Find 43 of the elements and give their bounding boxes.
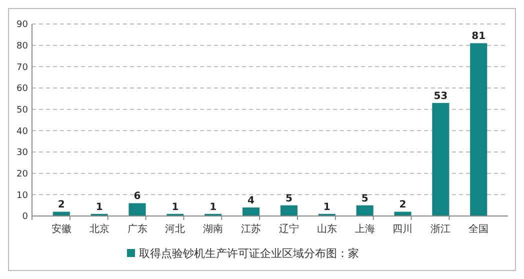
x-tick-label: 浙江 (430, 223, 451, 235)
data-label: 2 (58, 200, 65, 211)
data-label: 1 (323, 202, 330, 213)
data-label: 1 (172, 202, 179, 213)
data-label: 1 (96, 202, 103, 213)
data-label: 53 (434, 90, 448, 102)
x-tick-label: 湖南 (203, 223, 224, 235)
data-label: 5 (361, 193, 368, 204)
x-tick-label: 辽宁 (278, 223, 299, 235)
x-tick-label: 山东 (316, 223, 337, 235)
bar (242, 207, 260, 216)
y-tick-label: 20 (16, 169, 28, 180)
data-label: 4 (248, 195, 255, 206)
bar (432, 102, 450, 216)
bar (128, 203, 146, 216)
x-tick-label: 江苏 (241, 223, 262, 235)
y-tick-label: 0 (22, 212, 28, 222)
y-tick-label: 90 (16, 20, 28, 30)
y-tick-label: 30 (16, 148, 28, 158)
bar (280, 205, 298, 216)
x-tick-label: 全国 (468, 223, 489, 235)
x-tick-label: 北京 (89, 223, 110, 235)
x-tick-label: 安徽 (51, 223, 72, 235)
y-tick-label: 40 (16, 126, 28, 137)
bar (52, 212, 70, 216)
y-tick-label: 50 (16, 105, 28, 116)
x-tick-label: 广东 (127, 223, 148, 235)
y-tick-label: 60 (16, 84, 28, 94)
x-tick-label: 四川 (392, 223, 413, 235)
x-tick-label: 上海 (354, 223, 375, 235)
bar (356, 205, 374, 216)
y-tick-label: 80 (16, 41, 28, 52)
y-tick-label: 10 (16, 190, 28, 201)
data-label: 81 (472, 31, 486, 42)
bar (394, 212, 412, 216)
data-label: 5 (285, 193, 292, 204)
data-label: 2 (399, 200, 406, 211)
y-tick-label: 70 (16, 62, 28, 73)
legend-label: 取得点验钞机生产许可证企业区域分布图：家 (139, 246, 359, 260)
bar (470, 43, 488, 216)
data-label: 1 (210, 202, 217, 213)
x-tick-label: 河北 (165, 223, 186, 235)
data-label: 6 (134, 191, 141, 202)
